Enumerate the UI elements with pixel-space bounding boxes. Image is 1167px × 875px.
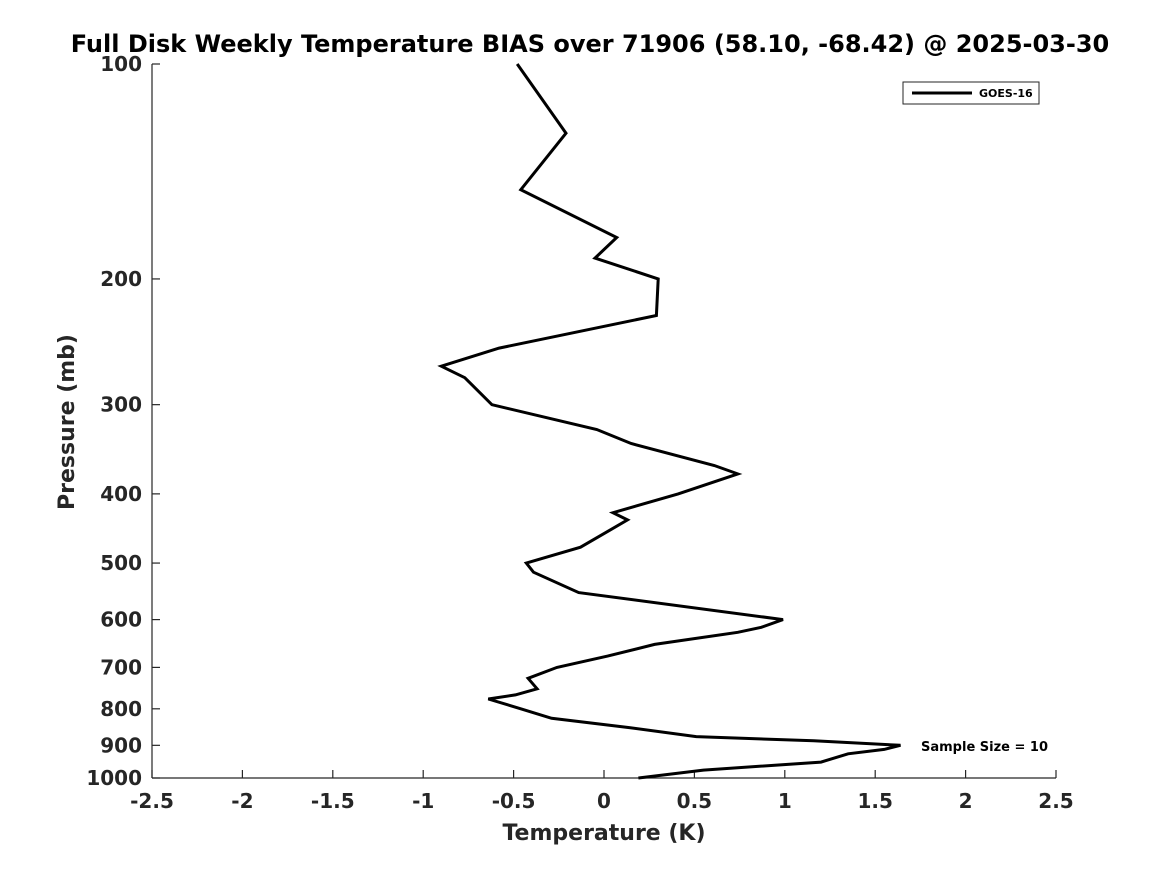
chart-title: Full Disk Weekly Temperature BIAS over 7… [71,30,1110,58]
y-tick-label: 600 [100,608,142,632]
y-tick-label: 100 [100,52,142,76]
y-axis-label: Pressure (mb) [55,334,80,510]
x-tick-label: 0 [597,789,611,813]
x-tick-label: -2.5 [130,789,174,813]
x-axis-label: Temperature (K) [502,821,705,846]
y-ticks: 100 200 300 400 500 600 700 800 900 1000 [86,52,160,790]
x-ticks: -2.5 -2 -1.5 -1 -0.5 0 0.5 1 1.5 2 2.5 [130,770,1074,813]
x-tick-label: -1 [412,789,434,813]
y-tick-label: 900 [100,733,142,757]
y-tick-label: 1000 [86,766,142,790]
x-tick-label: 2 [959,789,973,813]
x-tick-label: 1.5 [857,789,892,813]
sample-size-annotation: Sample Size = 10 [921,740,1048,755]
legend-label: GOES-16 [979,87,1033,100]
x-tick-label: -1.5 [311,789,355,813]
x-tick-label: 2.5 [1038,789,1073,813]
x-tick-label: -0.5 [492,789,536,813]
series-line-goes-16 [437,63,901,780]
y-tick-label: 200 [100,267,142,291]
legend: GOES-16 [902,81,1040,105]
y-tick-label: 400 [100,482,142,506]
y-tick-label: 500 [100,551,142,575]
y-tick-label: 700 [100,655,142,679]
y-tick-label: 800 [100,697,142,721]
series-layer [437,63,901,780]
x-tick-label: -2 [231,789,253,813]
y-tick-label: 300 [100,393,142,417]
x-tick-label: 1 [778,789,792,813]
x-tick-label: 0.5 [677,789,712,813]
